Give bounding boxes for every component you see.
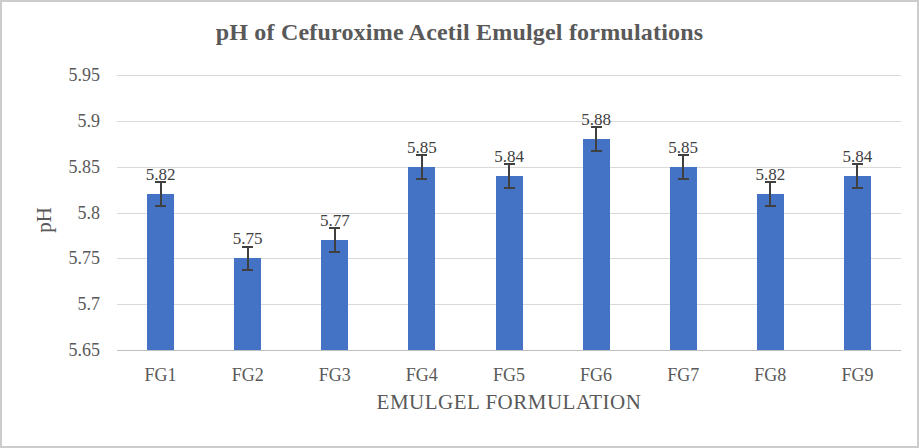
y-tick-label: 5.75	[30, 247, 100, 269]
bar-FG2	[234, 258, 261, 350]
error-cap-bottom	[591, 150, 602, 152]
error-cap-bottom	[329, 251, 340, 253]
error-bar-FG6	[595, 126, 597, 152]
error-bar-FG1	[160, 181, 162, 207]
chart-title: pH of Cefuroxime Acetil Emulgel formulat…	[2, 19, 917, 46]
y-tick-label: 5.8	[30, 202, 100, 224]
gridline	[117, 121, 901, 122]
y-tick-label: 5.65	[30, 339, 100, 361]
bar-FG6	[583, 139, 610, 350]
bar-value-label: 5.82	[738, 165, 802, 185]
x-tick-label-FG1: FG1	[121, 364, 201, 386]
bar-FG3	[321, 240, 348, 350]
bar-value-label: 5.84	[477, 147, 541, 167]
bar-value-label: 5.85	[651, 138, 715, 158]
error-bar-FG3	[334, 227, 336, 253]
x-tick-label-FG9: FG9	[817, 364, 897, 386]
x-tick-label-FG3: FG3	[295, 364, 375, 386]
error-cap-bottom	[852, 187, 863, 189]
plot-area: 5.82 5.75 5.77 5.85 5.84 5.88 5.85 5.82 5.84	[117, 75, 901, 350]
gridline	[117, 75, 901, 76]
bar-FG5	[496, 176, 523, 350]
gridline	[117, 350, 901, 351]
bar-value-label: 5.77	[303, 211, 367, 231]
x-tick-label-FG5: FG5	[469, 364, 549, 386]
y-tick-label: 5.85	[30, 156, 100, 178]
error-bar-FG5	[508, 163, 510, 189]
error-bar-FG2	[247, 246, 249, 272]
bar-FG8	[757, 194, 784, 350]
error-bar-FG9	[856, 163, 858, 189]
bar-value-label: 5.84	[825, 147, 889, 167]
chart-container: pH of Cefuroxime Acetil Emulgel formulat…	[0, 0, 919, 448]
bar-value-label: 5.88	[564, 110, 628, 130]
error-cap-bottom	[416, 178, 427, 180]
x-tick-label-FG7: FG7	[643, 364, 723, 386]
error-cap-bottom	[155, 205, 166, 207]
bar-value-label: 5.75	[216, 229, 280, 249]
x-tick-label-FG2: FG2	[208, 364, 288, 386]
error-bar-FG4	[421, 154, 423, 180]
x-tick-label-FG4: FG4	[382, 364, 462, 386]
error-bar-FG8	[769, 181, 771, 207]
y-tick-label: 5.7	[30, 293, 100, 315]
bar-FG1	[147, 194, 174, 350]
x-axis-title: EMULGEL FORMULATION	[117, 390, 901, 415]
bar-FG9	[844, 176, 871, 350]
x-tick-label-FG8: FG8	[730, 364, 810, 386]
y-tick-label: 5.9	[30, 110, 100, 132]
bar-FG7	[670, 167, 697, 350]
error-cap-bottom	[765, 205, 776, 207]
error-cap-bottom	[678, 178, 689, 180]
y-tick-label: 5.95	[30, 64, 100, 86]
error-cap-bottom	[242, 269, 253, 271]
x-tick-label-FG6: FG6	[556, 364, 636, 386]
error-bar-FG7	[682, 154, 684, 180]
error-cap-bottom	[504, 187, 515, 189]
bar-value-label: 5.85	[390, 138, 454, 158]
bar-FG4	[408, 167, 435, 350]
bar-value-label: 5.82	[129, 165, 193, 185]
